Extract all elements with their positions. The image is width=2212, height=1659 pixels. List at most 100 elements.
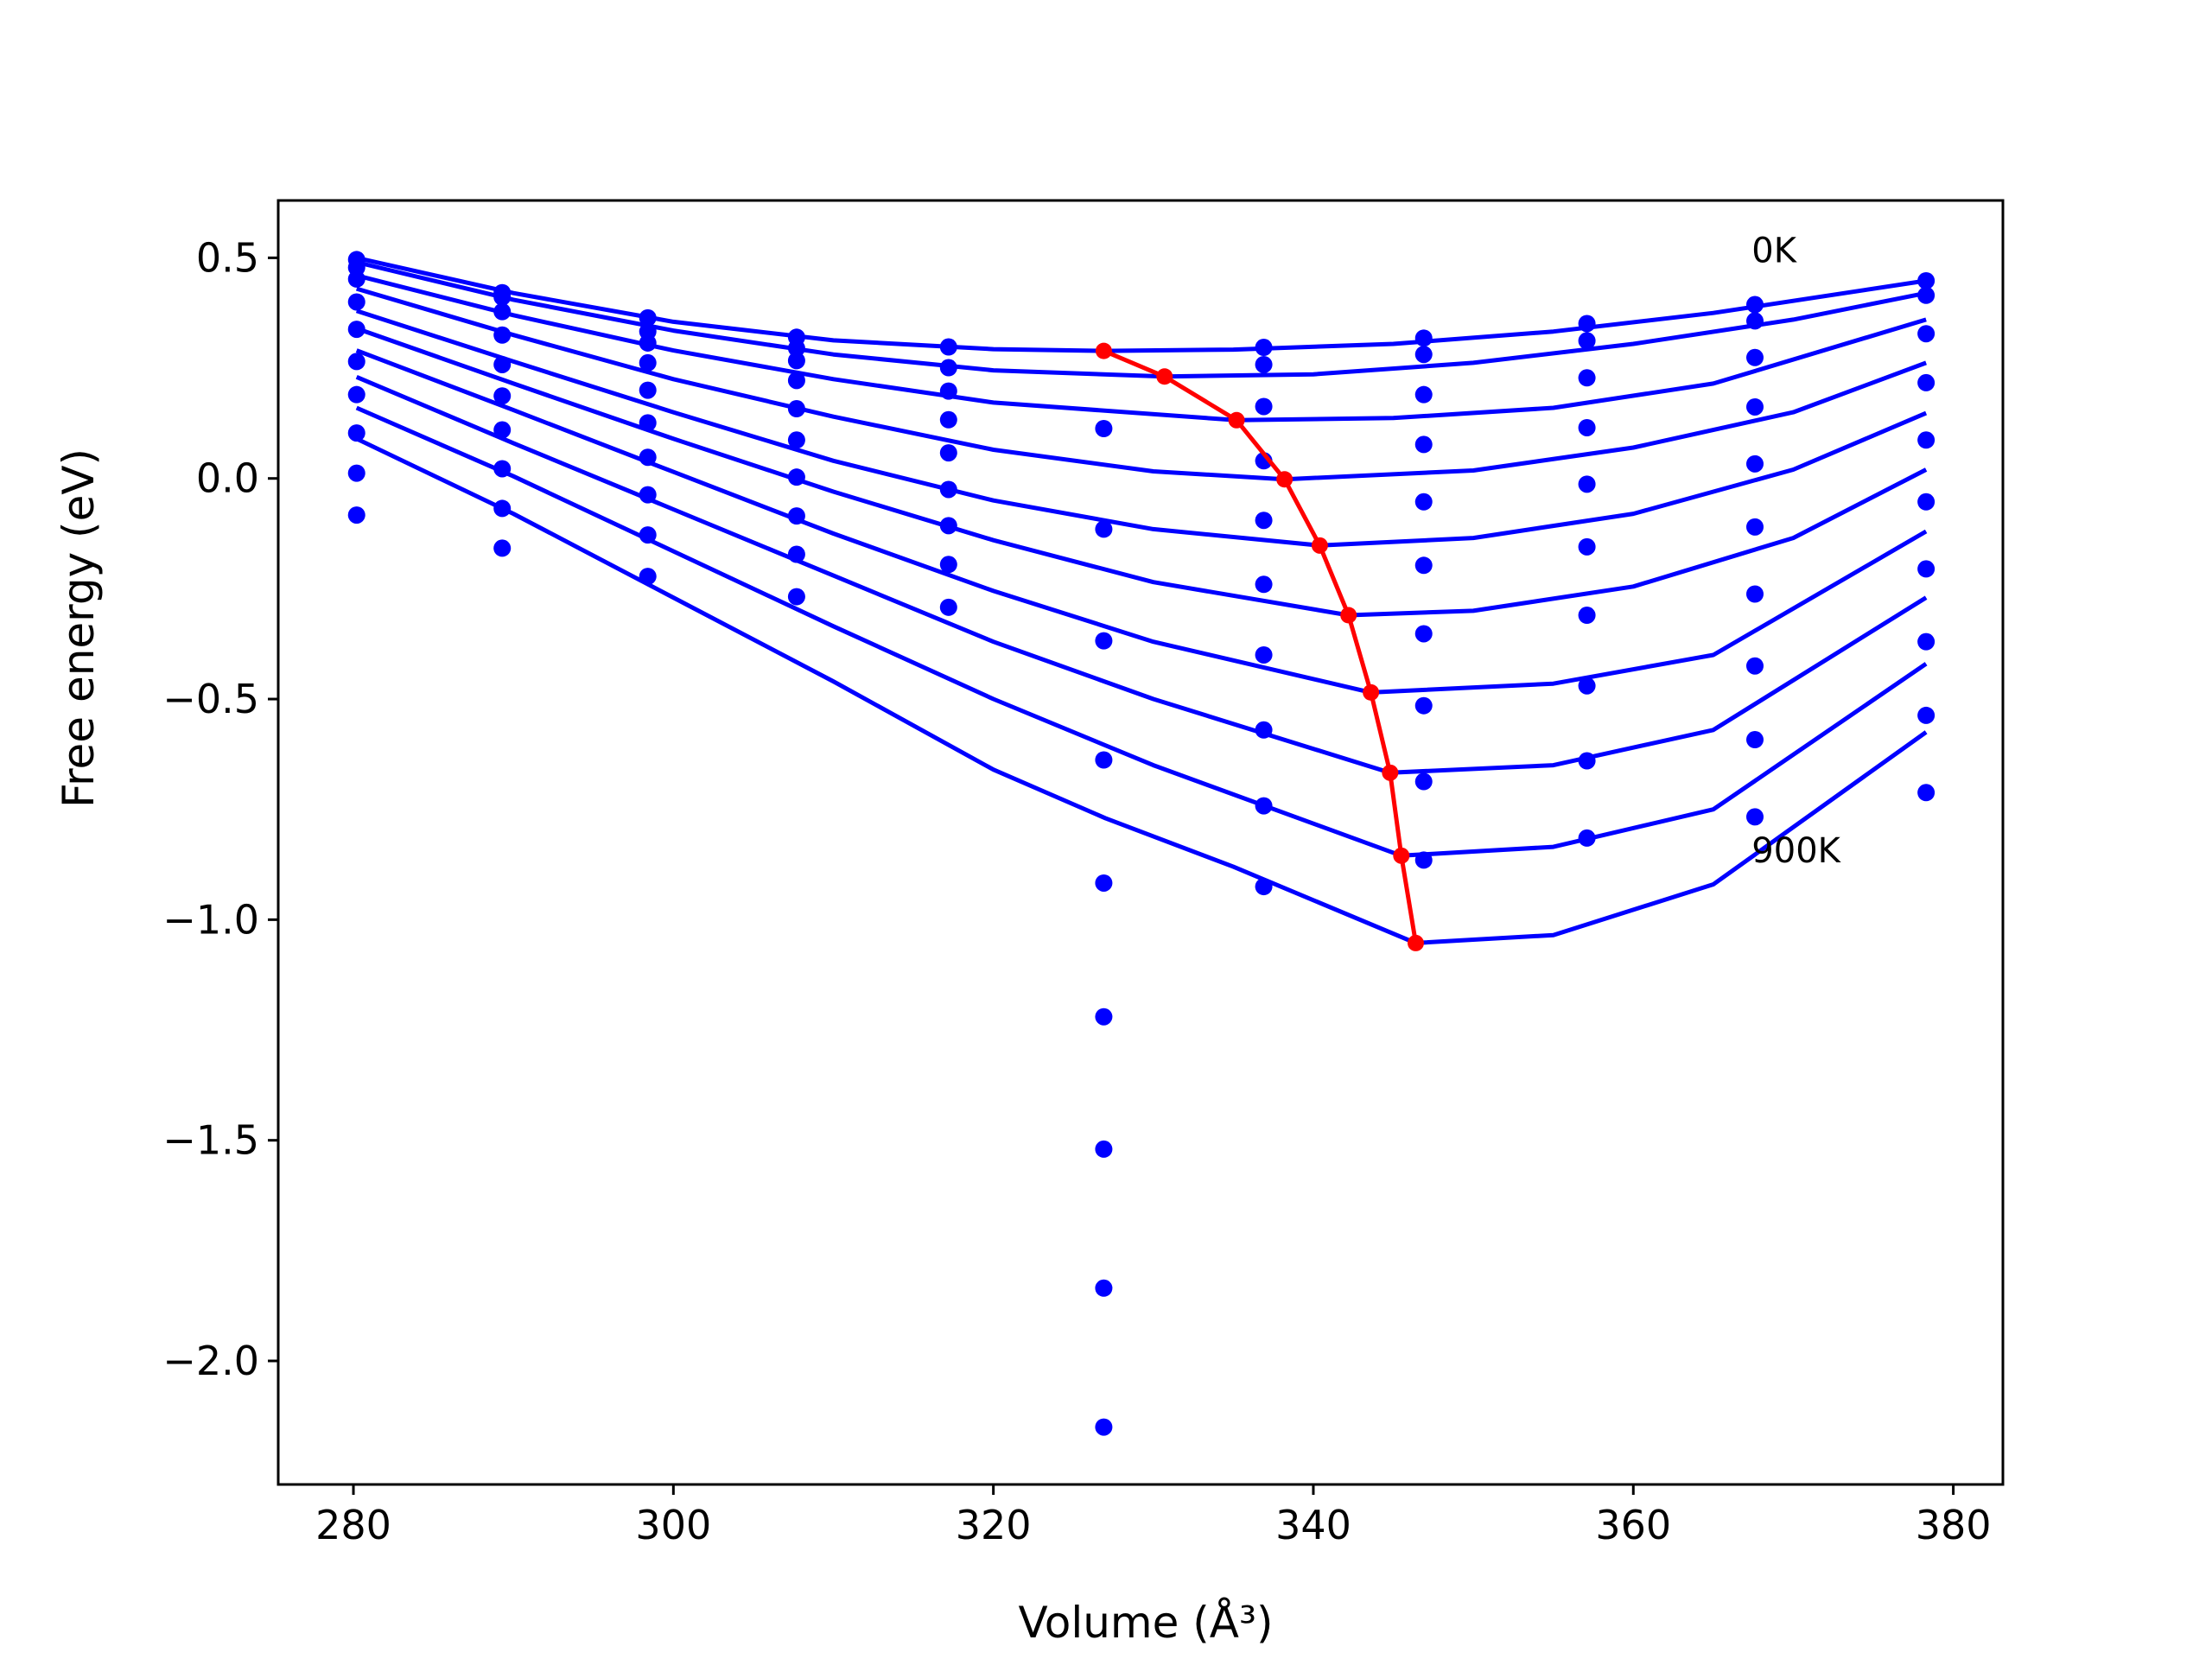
minimum-point xyxy=(1407,934,1424,951)
data-point xyxy=(1255,797,1273,815)
x-tick-label: 280 xyxy=(315,1502,391,1548)
data-point xyxy=(1917,286,1936,304)
y-tick-label: −2.0 xyxy=(162,1338,259,1384)
data-point xyxy=(939,480,957,499)
data-point xyxy=(493,387,512,405)
x-tick-label: 360 xyxy=(1595,1502,1671,1548)
data-point xyxy=(1255,645,1273,664)
data-point xyxy=(1578,418,1596,436)
minimum-point xyxy=(1095,342,1112,359)
data-point xyxy=(1917,560,1936,578)
data-point xyxy=(1414,696,1433,715)
data-point xyxy=(347,321,365,339)
data-point xyxy=(939,517,957,535)
data-point xyxy=(1578,677,1596,695)
data-point xyxy=(1746,657,1764,675)
data-point xyxy=(787,340,805,358)
minimum-point xyxy=(1276,471,1294,488)
fit-curve-4 xyxy=(355,308,1928,548)
data-point xyxy=(787,372,805,390)
y-axis-ticks: 0.5 0.0 −0.5 −1.0 −1.5 −2.0 xyxy=(162,234,278,1384)
data-point xyxy=(1255,397,1273,416)
data-point xyxy=(347,353,365,371)
data-point xyxy=(639,308,657,327)
data-point xyxy=(1746,397,1764,416)
data-point xyxy=(347,385,365,404)
data-point xyxy=(1917,325,1936,343)
data-point xyxy=(939,410,957,429)
data-point xyxy=(347,270,365,288)
data-point xyxy=(1746,296,1764,314)
data-point xyxy=(1095,520,1113,538)
fit-curve-7 xyxy=(355,374,1928,775)
data-point xyxy=(1095,874,1113,892)
data-point xyxy=(1578,369,1596,387)
y-tick-label: 0.0 xyxy=(196,455,259,502)
data-point xyxy=(1414,346,1433,364)
data-point xyxy=(1414,435,1433,454)
data-point xyxy=(1746,518,1764,536)
data-point xyxy=(787,352,805,370)
data-point xyxy=(939,556,957,574)
data-point xyxy=(493,421,512,439)
data-point xyxy=(1255,575,1273,594)
data-point xyxy=(1746,454,1764,473)
data-point xyxy=(939,338,957,356)
minimum-point xyxy=(1228,411,1245,429)
data-point xyxy=(787,400,805,418)
y-tick-label: −1.5 xyxy=(162,1117,259,1164)
y-tick-label: −1.0 xyxy=(162,896,259,943)
plot-area: 0K 900K xyxy=(347,231,1936,1436)
annotations: 0K 900K xyxy=(1751,231,1841,870)
data-point xyxy=(1917,271,1936,289)
data-point xyxy=(1578,537,1596,556)
data-point xyxy=(1917,706,1936,724)
minimum-point xyxy=(1311,537,1328,554)
minimum-point xyxy=(1382,764,1399,781)
data-point xyxy=(787,468,805,486)
data-point xyxy=(1255,512,1273,530)
data-point xyxy=(639,414,657,432)
data-point xyxy=(1746,312,1764,330)
data-point xyxy=(493,460,512,478)
data-point xyxy=(1095,632,1113,650)
fit-curve-5 xyxy=(355,326,1928,618)
fit-curve-9 xyxy=(355,436,1928,945)
minimum-point xyxy=(1340,607,1357,624)
fit-curve-6 xyxy=(355,348,1928,695)
data-point xyxy=(1917,431,1936,449)
data-point xyxy=(347,464,365,482)
data-point xyxy=(1414,772,1433,791)
y-tick-label: 0.5 xyxy=(196,234,259,281)
minimum-path xyxy=(1095,342,1424,951)
data-point xyxy=(787,431,805,449)
data-point xyxy=(787,588,805,606)
data-point xyxy=(493,326,512,344)
x-axis-label: Volume (Å³) xyxy=(1018,1598,1273,1648)
data-point xyxy=(347,506,365,524)
data-point xyxy=(1917,632,1936,651)
fit-curve-3 xyxy=(355,286,1927,482)
outlier-point xyxy=(1095,1418,1113,1436)
data-point xyxy=(1255,339,1273,357)
data-point xyxy=(939,444,957,462)
data-point xyxy=(1095,420,1113,438)
data-points xyxy=(347,251,1936,1436)
data-point xyxy=(639,526,657,544)
outlier-point xyxy=(1095,1279,1113,1297)
data-point xyxy=(493,539,512,557)
x-tick-label: 380 xyxy=(1916,1502,1992,1548)
data-point xyxy=(1917,784,1936,802)
y-tick-label: −0.5 xyxy=(162,676,259,722)
fit-curves xyxy=(355,255,1928,945)
axes-frame xyxy=(276,199,2005,1486)
data-point xyxy=(1414,851,1433,869)
data-point xyxy=(1578,607,1596,625)
fit-curve-8 xyxy=(355,405,1928,858)
data-point xyxy=(639,486,657,504)
minimum-point xyxy=(1156,368,1173,385)
data-point xyxy=(639,448,657,467)
data-point xyxy=(1917,373,1936,391)
data-point xyxy=(347,293,365,311)
